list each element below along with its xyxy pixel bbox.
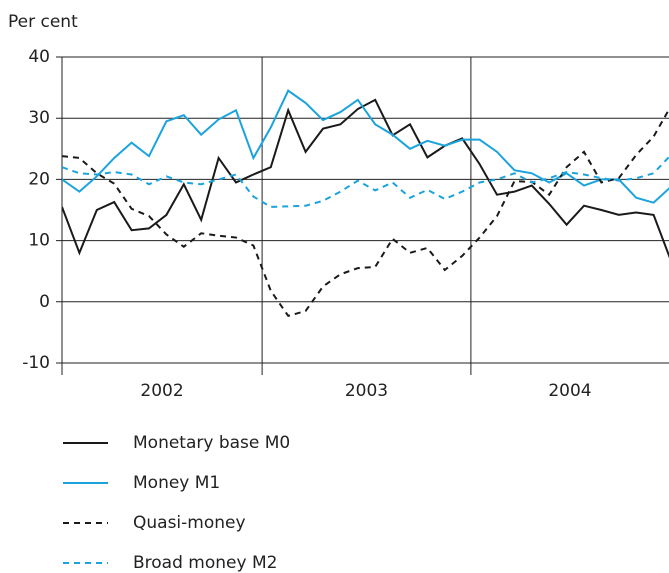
y-tick-label: 0: [39, 292, 50, 312]
series-line: [62, 98, 669, 259]
legend-label: Broad money M2: [133, 553, 277, 573]
series-line: [62, 107, 669, 318]
y-tick-label: 40: [28, 47, 50, 67]
x-tick-label: 2003: [345, 381, 388, 401]
y-axis-label: Per cent: [8, 12, 78, 32]
x-tick-label: 2004: [548, 381, 591, 401]
legend-label: Money M1: [133, 473, 220, 493]
x-tick-label: 2002: [140, 381, 183, 401]
series-line: [62, 155, 669, 208]
y-tick-label: 30: [28, 108, 50, 128]
y-tick-label: 10: [28, 231, 50, 251]
y-tick-label: 20: [28, 169, 50, 189]
legend-label: Quasi-money: [133, 513, 246, 533]
y-tick-label: -10: [22, 353, 50, 373]
series-line: [62, 89, 669, 204]
legend-label: Monetary base M0: [133, 433, 290, 453]
